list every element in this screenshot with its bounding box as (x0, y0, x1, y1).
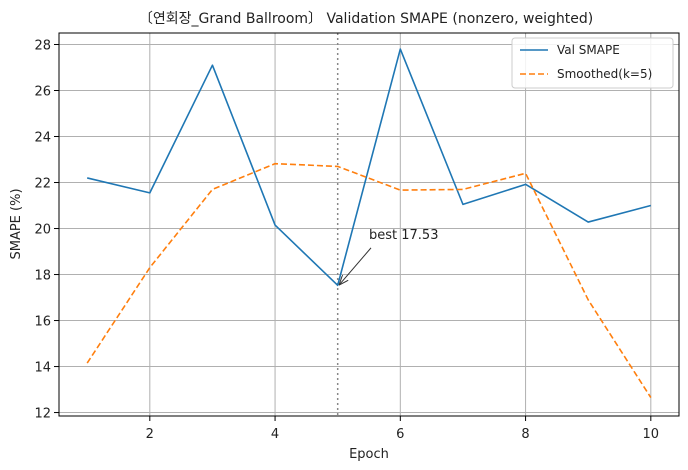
legend: Val SMAPE Smoothed(k=5) (511, 37, 674, 89)
x-tick-label-6: 6 (396, 427, 404, 442)
legend-box (511, 37, 674, 89)
annotation-group: best 17.53 (340, 228, 438, 284)
annotation-best: best 17.53 (369, 228, 438, 243)
y-tick-label-14: 14 (34, 361, 51, 376)
chart-title: 〔연회장_Grand Ballroom〕 Validation SMAPE (n… (139, 11, 593, 27)
y-tick-label-16: 16 (34, 315, 51, 330)
x-tick-label-10: 10 (643, 427, 660, 442)
y-tick-label-28: 28 (34, 39, 51, 54)
series-line-1 (86, 162, 652, 399)
y-tick-label-20: 20 (34, 223, 51, 238)
x-tick-label-2: 2 (146, 427, 154, 442)
legend-label-smoothed: Smoothed(k=5) (557, 67, 652, 81)
y-tick-label-24: 24 (34, 131, 51, 146)
grid (59, 33, 679, 416)
annotation-arrow (340, 247, 372, 284)
y-axis-label: SMAPE (%) (9, 188, 24, 259)
legend-label-val-smape: Val SMAPE (557, 43, 620, 57)
y-tick-label-26: 26 (34, 85, 51, 100)
y-tick-label-12: 12 (34, 407, 51, 422)
series-line-0 (86, 48, 652, 287)
y-tick-label-18: 18 (34, 269, 51, 284)
y-tick-label-22: 22 (34, 177, 51, 192)
x-tick-label-4: 4 (271, 427, 279, 442)
x-axis-label: Epoch (349, 447, 389, 462)
plot-frame (58, 32, 680, 417)
x-tick-label-8: 8 (521, 427, 529, 442)
series-group (86, 48, 652, 399)
